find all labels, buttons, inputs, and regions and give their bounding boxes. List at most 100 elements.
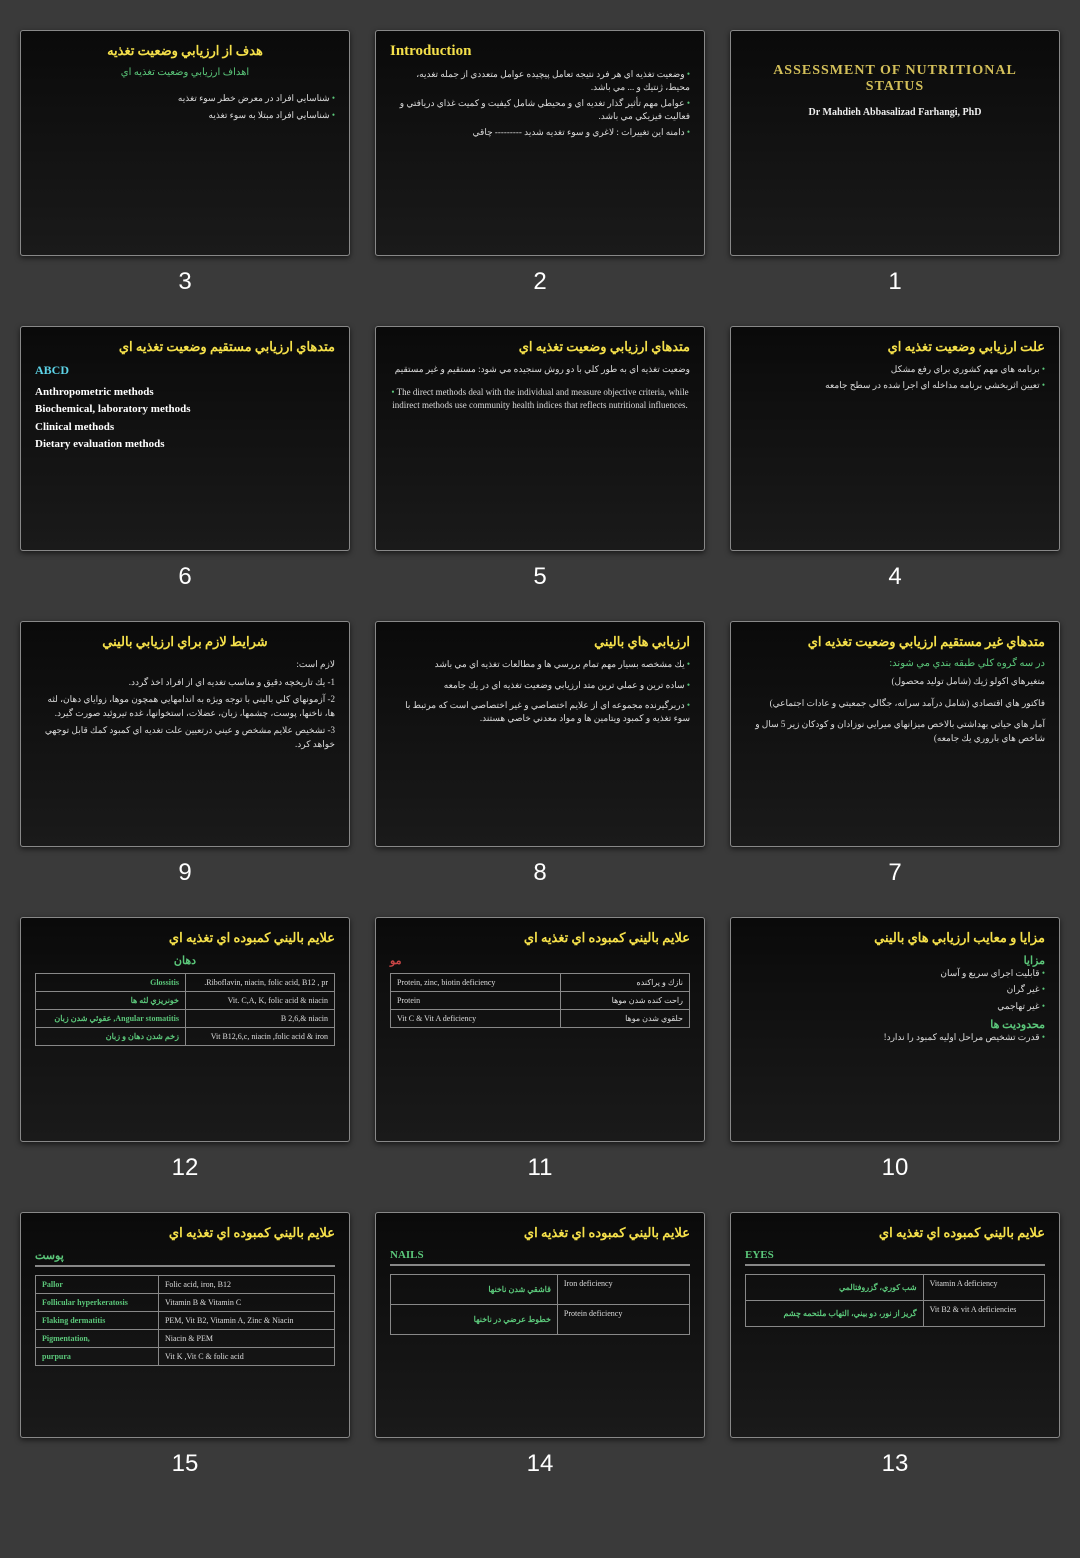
abcd-label: ABCD: [35, 363, 335, 378]
bullet: 1- يك تاريخچه دقيق و مناسب تغديه اي از ا…: [35, 676, 335, 690]
advantages-label: مزايا: [745, 954, 1045, 967]
symptom-table: PallorFolic acid, iron, B12 Follicular h…: [35, 1275, 335, 1366]
slide-title: علايم باليني كمبوده اي تغذيه اي: [35, 1225, 335, 1241]
slide-4[interactable]: علت ارزيابي وضعيت تغذيه اي برنامه هاي مه…: [730, 326, 1060, 552]
slide-title: مزايا و معايب ارزيابي هاي باليني: [745, 930, 1045, 946]
bullet: The direct methods deal with the individ…: [390, 386, 690, 411]
slide-3-wrap: هدف از ارزيابي وضعيت تغذيه اهداف ارزيابي…: [20, 30, 350, 296]
method: Biochemical, laboratory methods: [35, 401, 335, 419]
slide-title: متدهاي غير مستقيم ارزيابي وضعيت تغذيه اي: [745, 634, 1045, 650]
slide-title: علت ارزيابي وضعيت تغذيه اي: [745, 339, 1045, 355]
slide-10[interactable]: مزايا و معايب ارزيابي هاي باليني مزايا ق…: [730, 917, 1060, 1143]
slide-title: شرايط لازم براي ارزيابي باليني: [35, 634, 335, 650]
slide-11[interactable]: علايم باليني كمبوده اي تغذيه اي مو Prote…: [375, 917, 705, 1143]
slide-number: 3: [178, 268, 191, 296]
symptom-table: GlossitisRiboflavin, niacin, folic acid,…: [35, 973, 335, 1046]
slide-number: 1: [888, 268, 901, 296]
slide-number: 12: [172, 1154, 199, 1182]
bullet: شناسايي افراد در معرض خطر سوء تغذيه: [35, 92, 335, 105]
bullet: دربرگيرنده مجموعه اي از علايم اختصاصي و …: [390, 699, 690, 724]
slide-number: 13: [882, 1450, 909, 1478]
adv-item: غير گران: [745, 983, 1045, 996]
slide-12-wrap: علايم باليني كمبوده اي تغذيه اي دهان Glo…: [20, 917, 350, 1183]
slide-12[interactable]: علايم باليني كمبوده اي تغذيه اي دهان Glo…: [20, 917, 350, 1143]
symptom-table: Protein, zinc, biotin deficiencyنازك و پ…: [390, 973, 690, 1028]
bullet: برنامه هاي مهم كشوري براي رفع مشكل: [745, 363, 1045, 376]
slide-grid: هدف از ارزيابي وضعيت تغذيه اهداف ارزيابي…: [20, 30, 1060, 1478]
slide-number: 9: [178, 859, 191, 887]
slide-title: ارزيابي هاي باليني: [390, 634, 690, 650]
bullet: ساده ترين و عملي ترين متد ارزيابي وضعيت …: [390, 679, 690, 692]
slide-9-wrap: شرايط لازم براي ارزيابي باليني لازم است:…: [20, 621, 350, 887]
adv-item: غير تهاجمي: [745, 1000, 1045, 1013]
section: پوست: [35, 1249, 335, 1262]
slide-6[interactable]: متدهاي ارزيابي مستقيم وضعيت تغذيه اي ABC…: [20, 326, 350, 552]
bullet: دامنه اين تغييرات : لاغري و سوء تغديه شد…: [390, 126, 690, 139]
bullet: متغيرهاي اكولو ژيك (شامل توليد محصول): [745, 675, 1045, 689]
bullet: عوامل مهم تأثير گذار تغديه اي و محيطي شا…: [390, 97, 690, 122]
slide-11-wrap: علايم باليني كمبوده اي تغذيه اي مو Prote…: [375, 917, 705, 1183]
top-text: لازم است:: [35, 658, 335, 672]
bullet: تعيين اثربخشي برنامه مداخله اي اجرا شده …: [745, 379, 1045, 392]
slide-15[interactable]: علايم باليني كمبوده اي تغذيه اي پوست Pal…: [20, 1212, 350, 1438]
section: دهان: [35, 954, 335, 967]
bullet: آمار هاي حياتي بهداشتي بالاخص ميزانهاي م…: [745, 718, 1045, 745]
slide-8[interactable]: ارزيابي هاي باليني يك مشخصه بسيار مهم تم…: [375, 621, 705, 847]
slide-9[interactable]: شرايط لازم براي ارزيابي باليني لازم است:…: [20, 621, 350, 847]
method: Clinical methods: [35, 419, 335, 437]
slide-10-wrap: مزايا و معايب ارزيابي هاي باليني مزايا ق…: [730, 917, 1060, 1183]
slide-title: علايم باليني كمبوده اي تغذيه اي: [35, 930, 335, 946]
slide-subtitle: اهداف ارزيابي وضعيت تغذيه اي: [35, 67, 335, 78]
method: Anthropometric methods: [35, 384, 335, 402]
slide-title: علايم باليني كمبوده اي تغذيه اي: [390, 930, 690, 946]
bullet: 2- آزمونهاي كلي باليني با توجه ويژه به ا…: [35, 693, 335, 720]
top-text: وضعيت تغذيه اي به طور كلي با دو روش سنجي…: [390, 363, 690, 377]
slide-15-wrap: علايم باليني كمبوده اي تغذيه اي پوست Pal…: [20, 1212, 350, 1478]
slide-number: 8: [533, 859, 546, 887]
slide-number: 11: [528, 1154, 553, 1182]
slide-7-wrap: متدهاي غير مستقيم ارزيابي وضعيت تغذيه اي…: [730, 621, 1060, 887]
slide-number: 10: [882, 1154, 909, 1182]
main-title: ASSESSMENT OF NUTRITIONAL STATUS: [745, 63, 1045, 95]
slide-number: 4: [888, 563, 901, 591]
slide-number: 6: [178, 563, 191, 591]
bullet: يك مشخصه بسيار مهم تمام بررسي ها و مطالع…: [390, 658, 690, 671]
section: NAILS: [390, 1249, 690, 1261]
section: EYES: [745, 1249, 1045, 1261]
slide-title: علايم باليني كمبوده اي تغذيه اي: [390, 1225, 690, 1241]
slide-number: 14: [527, 1450, 554, 1478]
slide-14-wrap: علايم باليني كمبوده اي تغذيه اي NAILS قا…: [375, 1212, 705, 1478]
subtitle: در سه گروه كلي طبقه بندي مي شوند:: [745, 658, 1045, 669]
bullet: وضعيت تغذيه اي هر فرد نتيجه تعامل پيچيده…: [390, 68, 690, 93]
slide-title: هدف از ارزيابي وضعيت تغذيه: [35, 43, 335, 59]
lim-item: قدرت تشخيص مراحل اوليه كمبود را ندارد!: [745, 1031, 1045, 1044]
limitations-label: محدوديت ها: [745, 1018, 1045, 1031]
slide-13-wrap: علايم باليني كمبوده اي تغذيه اي EYES شب …: [730, 1212, 1060, 1478]
slide-title: علايم باليني كمبوده اي تغذيه اي: [745, 1225, 1045, 1241]
bullet: فاكتور هاي اقتصادي (شامل درآمد سرانه، جگ…: [745, 697, 1045, 711]
slide-14[interactable]: علايم باليني كمبوده اي تغذيه اي NAILS قا…: [375, 1212, 705, 1438]
slide-4-wrap: علت ارزيابي وضعيت تغذيه اي برنامه هاي مه…: [730, 326, 1060, 592]
bullet: شناسايي افراد مبتلا به سوء تغذيه: [35, 109, 335, 122]
slide-number: 5: [533, 563, 546, 591]
slide-13[interactable]: علايم باليني كمبوده اي تغذيه اي EYES شب …: [730, 1212, 1060, 1438]
slide-3[interactable]: هدف از ارزيابي وضعيت تغذيه اهداف ارزيابي…: [20, 30, 350, 256]
adv-item: قابليت اجراي سريع و آسان: [745, 967, 1045, 980]
slide-number: 2: [533, 268, 546, 296]
slide-1-wrap: ASSESSMENT OF NUTRITIONAL STATUS Dr Mahd…: [730, 30, 1060, 296]
symptom-table: قاشقي شدن ناخنهاIron deficiency خطوط عرض…: [390, 1274, 690, 1335]
slide-title: متدهاي ارزيابي مستقيم وضعيت تغذيه اي: [35, 339, 335, 355]
slide-number: 15: [172, 1450, 199, 1478]
author: Dr Mahdieh Abbasalizad Farhangi, PhD: [745, 107, 1045, 118]
method: Dietary evaluation methods: [35, 436, 335, 454]
section: مو: [390, 954, 690, 967]
slide-5[interactable]: متدهاي ارزيابي وضعيت تغذيه اي وضعيت تغذي…: [375, 326, 705, 552]
slide-number: 7: [888, 859, 901, 887]
slide-7[interactable]: متدهاي غير مستقيم ارزيابي وضعيت تغذيه اي…: [730, 621, 1060, 847]
slide-5-wrap: متدهاي ارزيابي وضعيت تغذيه اي وضعيت تغذي…: [375, 326, 705, 592]
slide-2-wrap: Introduction وضعيت تغذيه اي هر فرد نتيجه…: [375, 30, 705, 296]
slide-2[interactable]: Introduction وضعيت تغذيه اي هر فرد نتيجه…: [375, 30, 705, 256]
slide-title: Introduction: [390, 43, 690, 60]
slide-1[interactable]: ASSESSMENT OF NUTRITIONAL STATUS Dr Mahd…: [730, 30, 1060, 256]
symptom-table: شب كوري، گزروفتالميVitamin A deficiency …: [745, 1274, 1045, 1327]
